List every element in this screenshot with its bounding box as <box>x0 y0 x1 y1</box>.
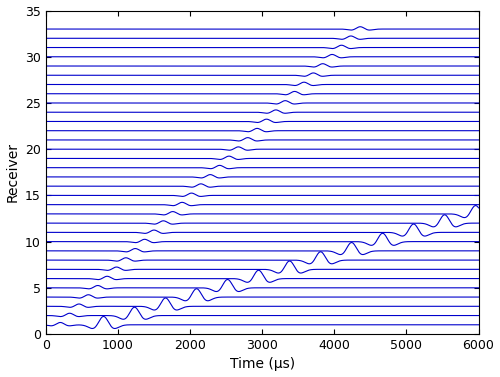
Y-axis label: Receiver: Receiver <box>6 142 20 202</box>
X-axis label: Time (μs): Time (μs) <box>230 357 294 371</box>
